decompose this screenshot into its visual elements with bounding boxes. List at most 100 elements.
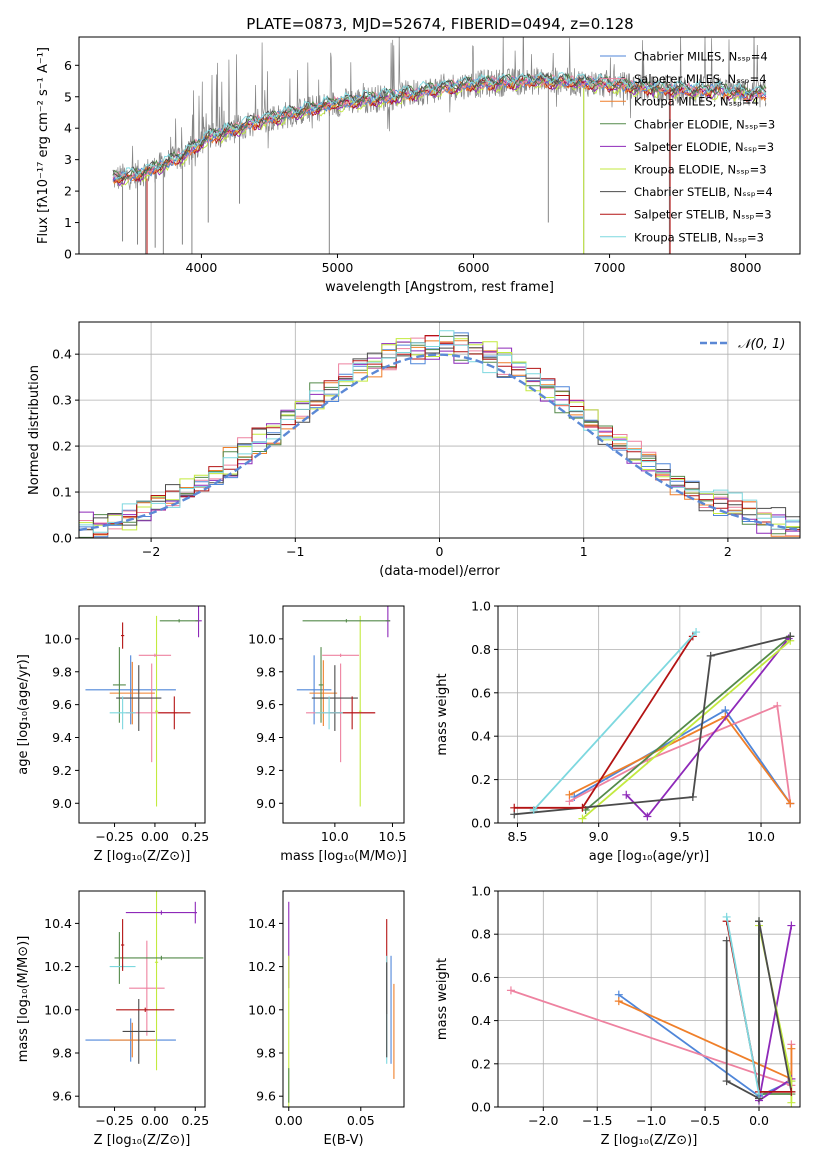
weight_vs_Z-xtick-label: −1.5: [582, 1113, 612, 1128]
age_vs_Z-ytick-label: 9.0: [52, 796, 72, 811]
age_vs_mass-ytick-label: 10.0: [248, 631, 276, 646]
weight-line-salpeter_stelib: [514, 635, 694, 809]
gaussian-reference-curve: [79, 353, 798, 532]
mass_vs_Z-ytick-label: 9.8: [52, 1046, 72, 1061]
spectrum-xtick-label: 6000: [458, 260, 490, 275]
weight-marker: [688, 792, 697, 801]
age_vs_mass-xtick-label: 10.5: [379, 829, 407, 844]
spectrum-xtick-label: 8000: [730, 260, 762, 275]
weight_vs_age-ytick-label: 0.6: [471, 685, 491, 700]
age_vs_Z-xtick-label: −0.25: [95, 829, 133, 844]
age_vs_Z-axes: −0.25 0.00 0.25 9.0 9.2 9.4 9.6 9.8 10.0 Z [log₁₀…: [16, 605, 209, 864]
mass_vs_Z-xtick-label: 0.00: [141, 1113, 169, 1128]
legend-label: Salpeter STELIB, Nₛₛₚ=3: [634, 208, 772, 222]
residuals-axes: −2 −1 0 1 2 0.0 0.1 0.2 0.3 0.4 (data-model)/error…: [27, 321, 801, 579]
mass_vs_ebv-ytick-label: 9.6: [256, 1089, 276, 1104]
weight-marker: [506, 986, 515, 995]
weight_vs_Z-ylabel: mass weight: [435, 958, 450, 1040]
mass_vs_Z-xtick-label: 0.25: [181, 1113, 209, 1128]
residuals-ytick-label: 0.3: [52, 393, 72, 408]
mass_vs_Z-axes: −0.25 0.00 0.25 9.6 9.8 10.0 10.2 10.4 Z [log₁₀(…: [16, 890, 209, 1148]
age_vs_mass-axes: 10.0 10.5 9.0 9.2 9.4 9.6 9.8 10.0 mass [log₁₀(M…: [248, 605, 407, 864]
legend-label: 𝒩(0, 1): [738, 337, 785, 352]
weight-line-kroupa_stelib: [533, 631, 697, 811]
mass_vs_Z-ytick-label: 9.6: [52, 1089, 72, 1104]
weight_vs_age-plot-area: [510, 628, 795, 823]
legend-label: Kroupa ELODIE, Nₛₛₚ=3: [634, 163, 767, 177]
age_vs_mass-frame: [282, 605, 405, 824]
mass_vs_ebv-xtick-label: 0.00: [275, 1113, 303, 1128]
weight_vs_Z-frame: [497, 890, 801, 1108]
weight-marker: [787, 1044, 796, 1053]
weight-marker: [773, 701, 782, 710]
weight-marker: [578, 814, 587, 823]
weight-marker: [510, 803, 519, 812]
weight_vs_age-xlabel: age [log₁₀(age/yr)]: [589, 849, 710, 864]
model-fit-kroupa_stelib: [112, 71, 767, 180]
spectrum-ytick-label: 3: [64, 152, 72, 167]
mass_vs_Z-ytick-label: 10.0: [44, 1002, 72, 1017]
spectrum-xtick-label: 7000: [594, 260, 626, 275]
spectrum-axes: 4000 5000 6000 7000 8000 0 1 2 3 4 5 6 wavelength [A…: [36, 36, 801, 295]
age_vs_Z-ytick-label: 9.4: [52, 730, 72, 745]
age_vs_Z-xlabel: Z [log₁₀(Z/Z⊙)]: [94, 849, 191, 864]
weight_vs_age-xtick-label: 8.5: [508, 829, 528, 844]
weight-marker: [722, 936, 731, 945]
mass_vs_Z-ylabel: mass [log₁₀(M/M⊙)]: [16, 936, 31, 1063]
weight_vs_Z-ytick-label: 0.0: [471, 1100, 491, 1115]
legend-label: Salpeter ELODIE, Nₛₛₚ=3: [634, 140, 774, 154]
weight-marker: [787, 1098, 796, 1107]
mass_vs_ebv-ytick-label: 10.0: [248, 1002, 276, 1017]
mass_vs_ebv-ytick-label: 10.2: [248, 959, 276, 974]
age_vs_mass-ytick-label: 9.0: [256, 796, 276, 811]
weight-marker: [755, 1090, 764, 1099]
weight-marker: [722, 912, 731, 921]
weight_vs_Z-xtick-label: −0.5: [690, 1113, 720, 1128]
spectrum-ytick-label: 4: [64, 121, 72, 136]
spectrum-ytick-label: 2: [64, 184, 72, 199]
weight-marker: [786, 632, 795, 641]
legend-label: Kroupa MILES, Nₛₛₚ=4: [634, 95, 759, 109]
spectrum-ytick-label: 1: [64, 215, 72, 230]
residuals-frame: [78, 321, 801, 539]
weight-marker: [622, 790, 631, 799]
weight-marker: [614, 997, 623, 1006]
age_vs_Z-ylabel: age [log₁₀(age/yr)]: [16, 654, 31, 775]
residuals-xtick-label: 1: [580, 544, 588, 559]
weight-line-chabrier_stelib: [514, 635, 791, 816]
legend-label: Chabrier ELODIE, Nₛₛₚ=3: [634, 117, 775, 131]
age_vs_mass-ytick-label: 9.2: [256, 763, 276, 778]
mass_vs_ebv-plot-area: [288, 901, 395, 1107]
age_vs_mass-ytick-label: 9.6: [256, 697, 276, 712]
weight_vs_Z-xlabel: Z [log₁₀(Z/Z⊙)]: [601, 1133, 698, 1148]
spectrum-xtick-label: 5000: [322, 260, 354, 275]
age_vs_Z-frame: [78, 605, 206, 824]
mass_vs_Z-ytick-label: 10.2: [44, 959, 72, 974]
weight_vs_Z-plot-area: [506, 912, 796, 1107]
age_vs_Z-ytick-label: 9.6: [52, 697, 72, 712]
weight-line-chabrier_miles: [573, 709, 792, 805]
weight-marker: [755, 917, 764, 926]
mass_vs_ebv-xtick-label: 0.05: [347, 1113, 375, 1128]
weight-marker: [787, 1087, 796, 1096]
observed-spectrum-line: [112, 37, 767, 190]
mass_vs_Z-ytick-label: 10.4: [44, 916, 72, 931]
residuals-plot-area: [79, 330, 800, 538]
weight_vs_Z-ytick-label: 0.2: [471, 1056, 491, 1071]
residuals-ytick-label: 0.1: [52, 485, 72, 500]
mass_vs_ebv-axes: 0.00 0.05 9.6 9.8 10.0 10.2 10.4 E(B-V): [248, 890, 405, 1148]
weight_vs_age-ytick-label: 0.4: [471, 729, 491, 744]
age_vs_Z-plot-area: [85, 606, 202, 807]
weight_vs_age-frame: [497, 605, 801, 824]
mass_vs_ebv-ytick-label: 10.4: [248, 916, 276, 931]
model-fit-kroupa_elodie: [112, 79, 767, 187]
weight-marker: [578, 803, 587, 812]
residuals-xtick-label: −2: [142, 544, 160, 559]
weight-line-salpeter_elodie: [625, 637, 790, 818]
weight_vs_Z-axes: −2.0 −1.5 −1.0 −0.5 0.0 0.0 0.2 0.4 0.6 0.8 1.0 Z […: [435, 884, 801, 1148]
weight_vs_age-ylabel: mass weight: [435, 673, 450, 755]
weight_vs_age-ytick-label: 1.0: [471, 599, 491, 614]
weight-line-chabrier_elodie: [585, 635, 791, 811]
weight-line-chabrier_stelib: [725, 921, 793, 1100]
mass_vs_ebv-ytick-label: 9.8: [256, 1046, 276, 1061]
